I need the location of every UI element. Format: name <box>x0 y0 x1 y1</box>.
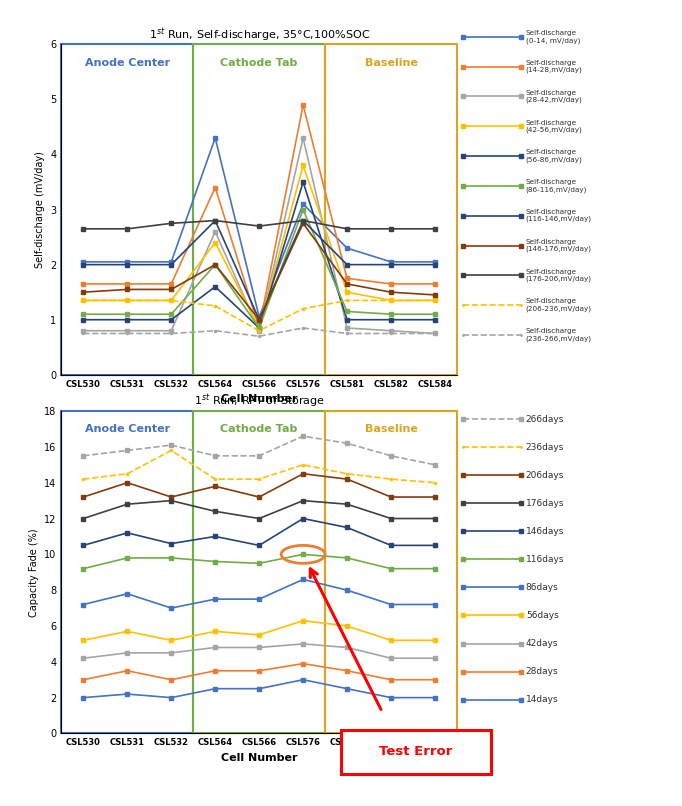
Text: 86days: 86days <box>526 583 559 592</box>
Text: Self-discharge
(146-176,mV/day): Self-discharge (146-176,mV/day) <box>526 239 592 252</box>
Text: 14days: 14days <box>526 695 559 704</box>
Text: Test Error: Test Error <box>379 746 453 758</box>
Text: Self-discharge
(56-86,mV/day): Self-discharge (56-86,mV/day) <box>526 149 582 163</box>
Text: Self-discharge
(206-236,mV/day): Self-discharge (206-236,mV/day) <box>526 298 592 312</box>
Text: 176days: 176days <box>526 499 564 508</box>
Bar <box>193 411 325 733</box>
Bar <box>61 44 193 375</box>
Title: $1^{st}$ Run, RPT of Storage: $1^{st}$ Run, RPT of Storage <box>194 393 325 410</box>
Text: 266days: 266days <box>526 414 564 424</box>
Text: Self-discharge
(14-28,mV/day): Self-discharge (14-28,mV/day) <box>526 60 582 73</box>
Bar <box>325 411 457 733</box>
Text: Self-discharge
(116-146,mV/day): Self-discharge (116-146,mV/day) <box>526 209 592 222</box>
Text: Cathode Tab: Cathode Tab <box>220 424 298 434</box>
Text: 236days: 236days <box>526 442 564 451</box>
Text: Cathode Tab: Cathode Tab <box>220 58 298 68</box>
Text: 56days: 56days <box>526 611 559 620</box>
Text: 206days: 206days <box>526 471 564 480</box>
Text: Baseline: Baseline <box>365 58 417 68</box>
Text: Self-discharge
(236-266,mV/day): Self-discharge (236-266,mV/day) <box>526 328 592 342</box>
Text: 116days: 116days <box>526 555 564 564</box>
Text: 28days: 28days <box>526 667 559 676</box>
Bar <box>325 44 457 375</box>
Text: Self-discharge
(0-14, mV/day): Self-discharge (0-14, mV/day) <box>526 30 580 44</box>
Text: Self-discharge
(176-206,mV/day): Self-discharge (176-206,mV/day) <box>526 268 592 282</box>
Y-axis label: Capacity Fade (%): Capacity Fade (%) <box>29 528 39 617</box>
Text: Self-discharge
(86-116,mV/day): Self-discharge (86-116,mV/day) <box>526 179 587 193</box>
Text: 42days: 42days <box>526 639 559 648</box>
X-axis label: Cell Number: Cell Number <box>221 394 297 404</box>
Text: Anode Center: Anode Center <box>85 58 170 68</box>
Text: 146days: 146days <box>526 527 564 536</box>
Title: $1^{st}$ Run, Self-discharge, 35°C,100%SOC: $1^{st}$ Run, Self-discharge, 35°C,100%S… <box>149 26 370 44</box>
Text: Baseline: Baseline <box>365 424 417 434</box>
Y-axis label: Self-discharge (mV/day): Self-discharge (mV/day) <box>35 151 45 268</box>
Bar <box>61 411 193 733</box>
Bar <box>193 44 325 375</box>
X-axis label: Cell Number: Cell Number <box>221 753 297 762</box>
Text: Self-discharge
(42-56,mV/day): Self-discharge (42-56,mV/day) <box>526 119 582 133</box>
Text: Anode Center: Anode Center <box>85 424 170 434</box>
Text: Self-discharge
(28-42,mV/day): Self-discharge (28-42,mV/day) <box>526 89 582 103</box>
FancyBboxPatch shape <box>341 730 491 774</box>
